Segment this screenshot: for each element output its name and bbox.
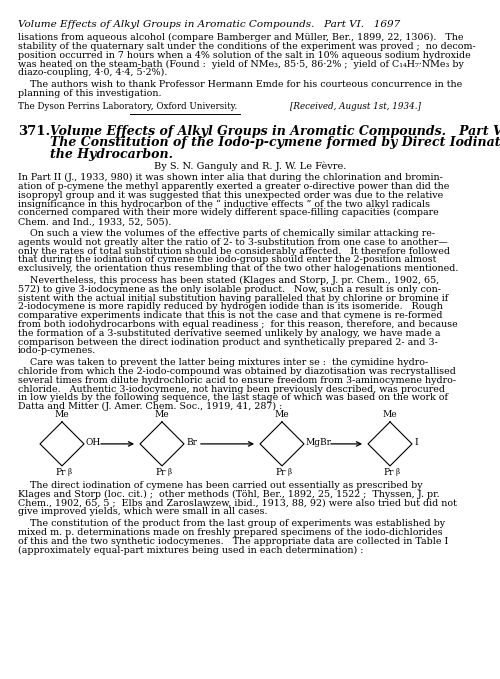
Text: was heated on the steam-bath (Found :  yield of NMe₃, 85·5, 86·2% ;  yield of C₁: was heated on the steam-bath (Found : yi… xyxy=(18,59,464,69)
Text: OH: OH xyxy=(86,439,101,447)
Text: only the rates of total substitution should be considerably affected.   It there: only the rates of total substitution sho… xyxy=(18,246,450,255)
Text: the Hydrocarbon.: the Hydrocarbon. xyxy=(50,147,173,161)
Text: Pr: Pr xyxy=(56,468,66,477)
Text: Br: Br xyxy=(186,439,197,447)
Text: agents would not greatly alter the ratio of 2- to 3-substitution from one case t: agents would not greatly alter the ratio… xyxy=(18,238,448,246)
Text: 2-iodocymene is more rapidly reduced by hydrogen iodide than is its isomeride.  : 2-iodocymene is more rapidly reduced by … xyxy=(18,302,443,311)
Text: By S. N. Ganguly and R. J. W. Le Fèvre.: By S. N. Ganguly and R. J. W. Le Fèvre. xyxy=(154,161,346,170)
Text: Pr: Pr xyxy=(156,468,166,477)
Text: Me: Me xyxy=(154,410,170,419)
Text: iodo-p-cymenes.: iodo-p-cymenes. xyxy=(18,346,96,355)
Text: stability of the quaternary salt under the conditions of the experiment was prov: stability of the quaternary salt under t… xyxy=(18,42,476,51)
Text: mixed m. p. determinations made on freshly prepared specimens of the iodo-dichlo: mixed m. p. determinations made on fresh… xyxy=(18,528,442,537)
Text: Klages and Storp (loc. cit.) ;  other methods (Töhl, Ber., 1892, 25, 1522 ;  Thy: Klages and Storp (loc. cit.) ; other met… xyxy=(18,490,440,499)
Text: Datta and Mitter (J. Amer. Chem. Soc., 1919, 41, 287) :: Datta and Mitter (J. Amer. Chem. Soc., 1… xyxy=(18,402,282,411)
Text: Chem. and Ind., 1933, 52, 505).: Chem. and Ind., 1933, 52, 505). xyxy=(18,217,172,226)
Text: of this and the two synthetic iodocymenes.   The appropriate data are collected : of this and the two synthetic iodocymene… xyxy=(18,536,448,546)
Text: Chem., 1902, 65, 5 ;  Elbs and Zaroslawzew, ibid., 1913, 88, 92) were also tried: Chem., 1902, 65, 5 ; Elbs and Zaroslawze… xyxy=(18,498,457,507)
Text: Pr: Pr xyxy=(384,468,394,477)
Text: chloride from which the 2-iodo-compound was obtained by diazotisation was recrys: chloride from which the 2-iodo-compound … xyxy=(18,367,456,376)
Text: several times from dilute hydrochloric acid to ensure freedom from 3-aminocymene: several times from dilute hydrochloric a… xyxy=(18,375,456,385)
Text: in low yields by the following sequence, the last stage of which was based on th: in low yields by the following sequence,… xyxy=(18,393,448,402)
Text: ation of p-cymene the methyl apparently exerted a greater o-directive power than: ation of p-cymene the methyl apparently … xyxy=(18,182,450,191)
Text: β: β xyxy=(395,468,399,476)
Text: chloride.   Authentic 3-iodocymene, not having been previously described, was pr: chloride. Authentic 3-iodocymene, not ha… xyxy=(18,384,445,394)
Text: The Constitution of the Iodo-p-cymene formed by Direct Iodination of: The Constitution of the Iodo-p-cymene fo… xyxy=(50,136,500,149)
Text: give improved yields, which were small in all cases.: give improved yields, which were small i… xyxy=(18,507,268,516)
Text: isopropyl group and it was suggested that this unexpected order was due to the r: isopropyl group and it was suggested tha… xyxy=(18,191,444,200)
Text: insignificance in this hydrocarbon of the “ inductive effects ” of the two alkyl: insignificance in this hydrocarbon of th… xyxy=(18,200,430,209)
Text: MgBr: MgBr xyxy=(306,439,332,447)
Text: The direct iodination of cymene has been carried out essentially as prescribed b: The direct iodination of cymene has been… xyxy=(18,481,422,490)
Text: [Received, August 1st, 1934.]: [Received, August 1st, 1934.] xyxy=(290,102,421,111)
Text: diazo-coupling, 4·0, 4·4, 5·2%).: diazo-coupling, 4·0, 4·4, 5·2%). xyxy=(18,68,168,77)
Text: β: β xyxy=(167,468,171,476)
Text: 572) to give 3-iodocymene as the only isolable product.   Now, such a result is : 572) to give 3-iodocymene as the only is… xyxy=(18,285,441,294)
Text: Me: Me xyxy=(382,410,398,419)
Text: Volume Effects of Alkyl Groups in Aromatic Compounds.   Part VI.   1697: Volume Effects of Alkyl Groups in Aromat… xyxy=(18,20,400,29)
Text: comparative experiments indicate that this is not the case and that cymene is re: comparative experiments indicate that th… xyxy=(18,311,442,320)
Text: Care was taken to prevent the latter being mixtures inter se :  the cymidine hyd: Care was taken to prevent the latter bei… xyxy=(18,358,428,367)
Text: Me: Me xyxy=(274,410,289,419)
Text: (approximately equal-part mixtures being used in each determination) :: (approximately equal-part mixtures being… xyxy=(18,545,364,555)
Text: concerned compared with their more widely different space-filling capacities (co: concerned compared with their more widel… xyxy=(18,208,439,217)
Text: The Dyson Perrins Laboratory, Oxford University.: The Dyson Perrins Laboratory, Oxford Uni… xyxy=(18,102,238,111)
Text: planning of this investigation.: planning of this investigation. xyxy=(18,89,162,98)
Text: β: β xyxy=(67,468,71,476)
Text: On such a view the volumes of the effective parts of chemically similar attackin: On such a view the volumes of the effect… xyxy=(18,229,435,238)
Text: exclusively, the orientation thus resembling that of the two other halogenations: exclusively, the orientation thus resemb… xyxy=(18,264,458,273)
Text: Volume Effects of Alkyl Groups in Aromatic Compounds.   Part VI.: Volume Effects of Alkyl Groups in Aromat… xyxy=(50,125,500,138)
Text: comparison between the direct iodination product and synthetically prepared 2- a: comparison between the direct iodination… xyxy=(18,337,438,346)
Text: Nevertheless, this process has been stated (Klages and Storp, J. pr. Chem., 1902: Nevertheless, this process has been stat… xyxy=(18,276,440,285)
Text: that during the iodination of cymene the iodo-group should enter the 2-position : that during the iodination of cymene the… xyxy=(18,255,436,264)
Text: position occurred in 7 hours when a 4% solution of the salt in 10% aqueous sodiu: position occurred in 7 hours when a 4% s… xyxy=(18,51,471,60)
Text: I: I xyxy=(414,439,418,447)
Text: The authors wish to thank Professor Hermann Emde for his courteous concurrence i: The authors wish to thank Professor Herm… xyxy=(18,80,462,89)
Text: In Part II (J., 1933, 980) it was shown inter alia that during the chlorination : In Part II (J., 1933, 980) it was shown … xyxy=(18,173,443,182)
Text: The constitution of the product from the last group of experiments was establish: The constitution of the product from the… xyxy=(18,519,445,528)
Text: the formation of a 3-substituted derivative seemed unlikely by analogy, we have : the formation of a 3-substituted derivat… xyxy=(18,329,440,337)
Text: β: β xyxy=(287,468,291,476)
Text: Me: Me xyxy=(54,410,70,419)
Text: lisations from aqueous alcohol (compare Bamberger and Müller, Ber., 1899, 22, 13: lisations from aqueous alcohol (compare … xyxy=(18,33,464,42)
Text: from both iodohydrocarbons with equal readiness ;  for this reason, therefore, a: from both iodohydrocarbons with equal re… xyxy=(18,320,458,329)
Text: 371.: 371. xyxy=(18,125,50,138)
Text: Pr: Pr xyxy=(276,468,286,477)
Text: sistent with the actual initial substitution having paralleled that by chlorine : sistent with the actual initial substitu… xyxy=(18,293,448,303)
